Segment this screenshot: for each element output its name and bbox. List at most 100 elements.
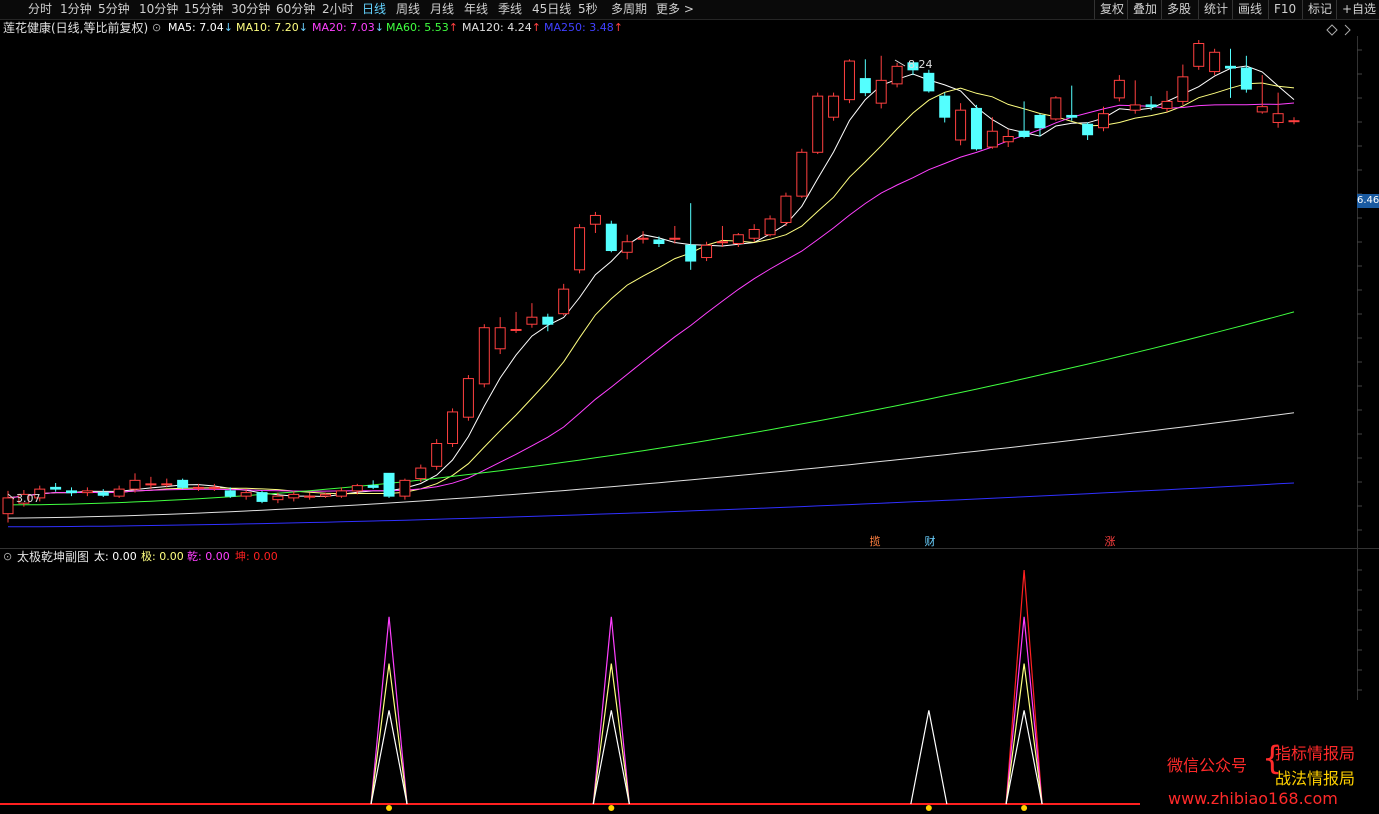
candle-body <box>304 495 316 498</box>
ma-line-ma250 <box>8 482 1295 528</box>
candle-body <box>955 109 967 141</box>
spike-dot <box>608 805 615 811</box>
candle-body <box>1145 104 1157 108</box>
candle-body <box>161 483 173 486</box>
toolbar-button-4[interactable]: 画线 <box>1232 0 1269 19</box>
candle-body <box>828 95 840 118</box>
spike-极 <box>592 663 630 805</box>
candle-body <box>50 486 62 490</box>
period-tab-11[interactable]: 年线 <box>464 2 489 16</box>
candle-body <box>240 492 252 497</box>
period-tab-3[interactable]: 10分钟 <box>139 2 179 16</box>
period-tab-16[interactable]: 更多 > <box>656 2 694 16</box>
period-tab-1[interactable]: 1分钟 <box>60 2 92 16</box>
diamond-icon <box>1326 24 1338 36</box>
spike-dot <box>925 805 932 811</box>
sub-legend-item-0: 太: 0.00 <box>94 550 137 563</box>
ma-legend-ma10: MA10: 7.20↓ <box>236 21 308 34</box>
candle-body <box>1240 67 1252 90</box>
ma-legend-ma5: MA5: 7.04↓ <box>168 21 233 34</box>
candle-body <box>81 490 93 494</box>
candle-body <box>621 241 633 253</box>
legend-menu-icon[interactable]: ⊙ <box>152 21 162 34</box>
candle-body <box>367 485 379 488</box>
spike-乾 <box>592 616 630 805</box>
candle-body <box>748 228 760 239</box>
candle-body <box>256 492 268 502</box>
candle-body <box>875 79 887 104</box>
period-tab-15[interactable]: 多周期 <box>611 2 648 16</box>
candle-body <box>907 62 919 71</box>
candle-body <box>1256 106 1268 113</box>
toolbar-button-1[interactable]: 叠加 <box>1127 0 1162 19</box>
sub-legend-menu-icon[interactable]: ⊙ <box>3 550 13 563</box>
toolbar-button-2[interactable]: 多股 <box>1161 0 1199 19</box>
current-price-tag: 6.46 <box>1357 194 1379 208</box>
low-pointer <box>7 493 15 500</box>
period-tab-0[interactable]: 分时 <box>28 2 53 16</box>
period-tab-10[interactable]: 月线 <box>430 2 455 16</box>
sub-legend-item-1: 极: 0.00 <box>141 550 184 563</box>
candle-body <box>97 492 109 496</box>
candle-body <box>1066 114 1078 118</box>
spike-太 <box>910 710 948 805</box>
spike-乾 <box>370 616 408 805</box>
period-tab-13[interactable]: 45日线 <box>532 2 572 16</box>
ma-line-ma5 <box>7 65 1295 499</box>
watermark-right-top: 指标情报局 <box>1275 744 1356 763</box>
candle-body <box>478 327 490 385</box>
signal-marker-2: 涨 <box>1105 535 1116 548</box>
toolbar-button-0[interactable]: 复权 <box>1094 0 1128 19</box>
candle-body <box>288 493 300 499</box>
toolbar-button-3[interactable]: 统计 <box>1198 0 1233 19</box>
ma-line-ma120 <box>7 412 1295 519</box>
candle-body <box>1209 51 1221 73</box>
candle-body <box>272 495 284 501</box>
spike-坤 <box>1005 569 1043 805</box>
candle-body <box>669 237 681 240</box>
period-tab-14[interactable]: 5秒 <box>578 2 598 16</box>
toolbar-button-7[interactable]: +自选 <box>1336 0 1379 19</box>
candle-body <box>383 472 395 497</box>
period-tab-12[interactable]: 季线 <box>498 2 523 16</box>
period-tab-9[interactable]: 周线 <box>396 2 421 16</box>
low-annotation: 3.07 <box>16 492 41 505</box>
candle-body <box>1018 130 1030 137</box>
candle-body <box>685 244 697 262</box>
toolbar-button-6[interactable]: 标记 <box>1302 0 1337 19</box>
candle-body <box>859 78 871 94</box>
candle-body <box>462 378 474 418</box>
candle-body <box>986 130 998 148</box>
period-tab-2[interactable]: 5分钟 <box>98 2 130 16</box>
watermark-right-bottom: 战法情报局 <box>1275 769 1356 788</box>
candle-body <box>526 316 538 325</box>
candle-body <box>351 485 363 492</box>
candle-body <box>970 107 982 150</box>
signal-marker-0: 揽 <box>870 535 881 548</box>
candle-body <box>510 328 522 331</box>
candle-body <box>415 467 427 480</box>
watermark-brace: { <box>1262 739 1283 777</box>
sub-legend-item-3: 坤: 0.00 <box>235 550 278 563</box>
candle-body <box>1177 76 1189 102</box>
period-tab-8[interactable]: 日线 <box>362 2 387 16</box>
candle-body <box>796 151 808 197</box>
candle-body <box>2 497 14 515</box>
period-tab-7[interactable]: 2小时 <box>322 2 354 16</box>
period-tab-5[interactable]: 30分钟 <box>231 2 271 16</box>
candle-body <box>1288 120 1300 123</box>
candle-body <box>939 95 951 118</box>
ma-line-ma20 <box>7 102 1295 499</box>
high-annotation: 8.24 <box>908 58 933 71</box>
toolbar-button-5[interactable]: F10 <box>1268 0 1303 19</box>
candle-body <box>145 483 157 486</box>
period-tab-6[interactable]: 60分钟 <box>276 2 316 16</box>
candle-body <box>177 479 189 488</box>
candle-body <box>66 490 78 494</box>
candle-body <box>891 65 903 85</box>
signal-marker-1: 财 <box>925 534 936 548</box>
candle-body <box>653 239 665 245</box>
period-tab-4[interactable]: 15分钟 <box>184 2 224 16</box>
candle-body <box>589 214 601 225</box>
